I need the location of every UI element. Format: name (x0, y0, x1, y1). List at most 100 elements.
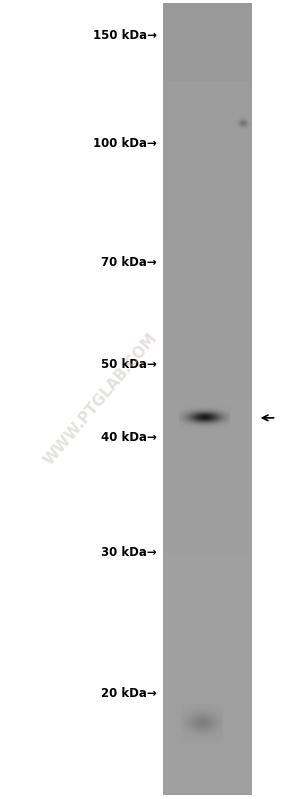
Bar (163, 553, 252, 556)
Bar (163, 128, 252, 130)
Bar (163, 570, 252, 574)
Bar (163, 86, 252, 89)
Bar (163, 589, 252, 591)
Bar (163, 149, 252, 153)
Bar (163, 456, 252, 459)
Bar (163, 264, 252, 267)
Bar (163, 664, 252, 666)
Bar (163, 118, 252, 121)
Bar (163, 215, 252, 217)
Bar (163, 205, 252, 208)
Bar (163, 628, 252, 631)
Bar (163, 306, 252, 308)
Bar (163, 416, 252, 419)
Text: 20 kDa→: 20 kDa→ (101, 687, 157, 700)
Bar (163, 73, 252, 75)
Bar (163, 302, 252, 304)
Bar (163, 668, 252, 670)
Bar (163, 272, 252, 275)
Bar (163, 229, 252, 232)
Bar (163, 360, 252, 362)
Bar (163, 268, 252, 271)
Bar (163, 11, 252, 14)
Bar (163, 606, 252, 609)
Bar (163, 62, 252, 66)
Bar (163, 137, 252, 141)
Bar (163, 562, 252, 566)
Bar (163, 276, 252, 279)
Bar (163, 316, 252, 319)
Bar (163, 140, 252, 142)
Bar (163, 199, 252, 202)
Bar (163, 640, 252, 642)
Bar (163, 266, 252, 269)
Bar (163, 618, 252, 621)
Bar (163, 585, 252, 587)
Bar (163, 440, 252, 443)
Bar (163, 491, 252, 495)
Bar (163, 187, 252, 190)
Bar (163, 7, 252, 10)
Bar (163, 719, 252, 721)
Bar (163, 17, 252, 20)
Bar (163, 296, 252, 299)
Bar (163, 356, 252, 358)
Bar (163, 507, 252, 511)
Bar (163, 502, 252, 504)
Bar (163, 717, 252, 720)
Bar (163, 620, 252, 623)
Bar (163, 106, 252, 109)
Bar (163, 612, 252, 615)
Bar (163, 658, 252, 661)
Text: WWW.PTGLAB.COM: WWW.PTGLAB.COM (41, 331, 160, 468)
Bar (163, 415, 252, 417)
Bar (163, 252, 252, 255)
Bar (163, 262, 252, 265)
Bar (163, 656, 252, 658)
Bar (163, 518, 252, 520)
Bar (163, 348, 252, 350)
Bar (163, 133, 252, 137)
Bar (163, 336, 252, 338)
Bar (163, 385, 252, 388)
Bar (163, 77, 252, 79)
Bar (163, 573, 252, 575)
Bar (163, 561, 252, 563)
Bar (163, 84, 252, 87)
Bar (163, 754, 252, 757)
Bar (163, 94, 252, 97)
Bar (163, 510, 252, 512)
Bar (163, 403, 252, 405)
Bar (163, 318, 252, 320)
Bar (163, 545, 252, 548)
Bar (163, 785, 252, 787)
Bar (163, 438, 252, 441)
Bar (163, 648, 252, 650)
Bar (163, 365, 252, 368)
Bar (163, 723, 252, 725)
Bar (163, 371, 252, 374)
Bar (163, 278, 252, 281)
Bar (163, 367, 252, 370)
Bar (163, 333, 252, 336)
Bar (163, 379, 252, 382)
Bar (163, 98, 252, 101)
Bar (163, 547, 252, 550)
Bar (163, 219, 252, 221)
Bar (163, 153, 252, 157)
Bar (163, 499, 252, 503)
Bar (163, 632, 252, 635)
Bar (163, 482, 252, 484)
Bar (163, 543, 252, 546)
Bar (163, 377, 252, 380)
Bar (163, 745, 252, 748)
Bar (163, 483, 252, 487)
Bar (163, 590, 252, 594)
Bar (163, 519, 252, 522)
Bar (163, 682, 252, 684)
Bar (163, 654, 252, 657)
Bar (163, 260, 252, 263)
Bar (163, 357, 252, 360)
Bar (163, 25, 252, 28)
Bar (163, 472, 252, 475)
